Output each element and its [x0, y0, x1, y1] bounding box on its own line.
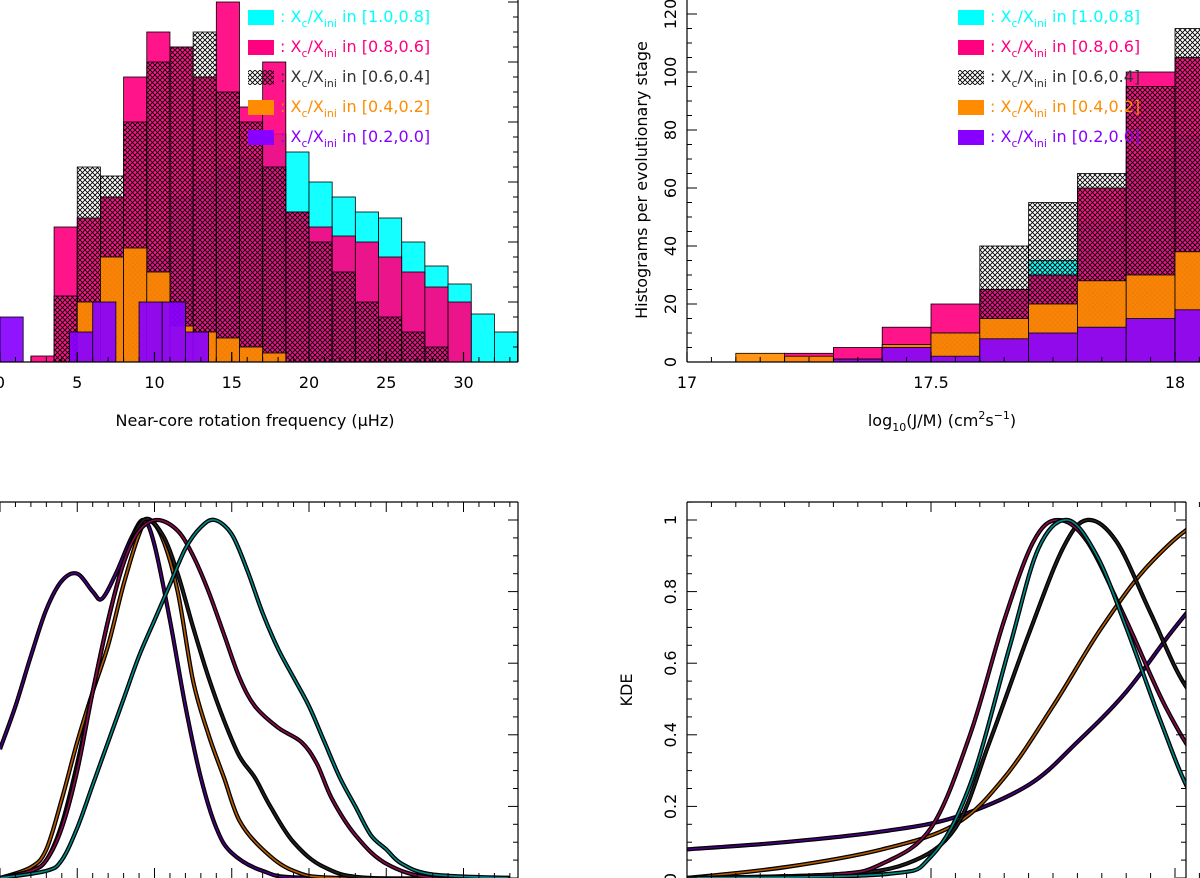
legend-swatch-jm-s02	[958, 130, 984, 145]
x-tick-label-jm-1: 17.5	[913, 373, 949, 392]
y-tick-label-jm-3: 60	[661, 178, 680, 198]
legend-label-jm-s02: : Xc/Xini in [0.2,0.0]	[990, 127, 1140, 150]
legend-swatch-jm-s06	[958, 70, 984, 85]
bar-rot-s02-0	[0, 316, 24, 362]
y-tick-label-jm-4: 80	[661, 120, 680, 140]
x-tick-label-rot-6: 30	[453, 373, 473, 392]
legend-label-rot-s06: : Xc/Xini in [0.6,0.4]	[280, 67, 430, 90]
bar-jm-s02-10	[1174, 309, 1200, 362]
bar-rot-s10-22	[587, 359, 610, 362]
legend-swatch-jm-s04	[958, 100, 984, 115]
kde-line-rot-kde08	[0, 519, 510, 878]
y-tick-label-jm-1: 20	[661, 294, 680, 314]
panel-rotation-histogram: 051015202530 : Xc/Xini in [1.0,0.8]: Xc/…	[0, 0, 610, 430]
x-tick-label-rot-2: 10	[144, 373, 164, 392]
y-tick-label-kde-0: 0	[661, 873, 680, 878]
bar-rot-s02-7	[161, 301, 186, 362]
bar-rot-s02-4	[92, 301, 117, 362]
legend-label-jm-s10: : Xc/Xini in [1.0,0.8]	[990, 7, 1140, 30]
bar-rot-s04-6	[215, 337, 240, 362]
bar-rot-s06-12	[331, 271, 356, 362]
y-tick-label-jm-0: 0	[661, 357, 680, 367]
bar-rot-s10-20	[541, 353, 564, 362]
legend-rotation: : Xc/Xini in [1.0,0.8] : Xc/Xini in [0.8,…	[248, 7, 430, 150]
legend-label-rot-s04: : Xc/Xini in [0.4,0.2]	[280, 97, 430, 120]
legend-swatch-rot-s08	[248, 40, 274, 55]
legend-label-jm-s04: : Xc/Xini in [0.4,0.2]	[990, 97, 1140, 120]
y-tick-label-kde-2: 0.4	[661, 722, 680, 747]
legend-label-rot-s02: : Xc/Xini in [0.2,0.0]	[280, 127, 430, 150]
legend-swatch-rot-s10	[248, 10, 274, 25]
legend-label-jm-s08: : Xc/Xini in [0.8,0.6]	[990, 37, 1140, 60]
bar-rot-s06-6	[192, 31, 217, 362]
kde-line-rot-kde10	[0, 518, 510, 878]
legend-swatch-rot-s06	[248, 70, 274, 85]
kde-outline-jm-kde06	[687, 517, 1186, 878]
bar-rot-s06-16	[424, 346, 449, 362]
bar-rot-s02-6	[138, 301, 163, 362]
bar-rot-s04-8	[262, 352, 287, 362]
kde-line-jm-kde10	[687, 519, 1186, 878]
kde-line-jm-kde04	[687, 529, 1186, 878]
x-tick-label-jm-0: 17	[677, 373, 697, 392]
bar-rot-s04-7	[239, 346, 264, 362]
legend-swatch-rot-s02	[248, 130, 274, 145]
bar-rot-s06-9	[262, 166, 287, 362]
x-tick-label-jm-2: 18	[1165, 373, 1185, 392]
bar-rot-s06-11	[308, 241, 333, 362]
bar-rot-s02-3	[69, 331, 94, 362]
bar-jm-s02-9	[1125, 318, 1176, 362]
x-tick-label-rot-1: 5	[72, 373, 82, 392]
bar-rot-s06-10	[285, 211, 310, 362]
legend-label-jm-s06: : Xc/Xini in [0.6,0.4]	[990, 67, 1140, 90]
x-axis-label-rotation: Near-core rotation frequency (μHz)	[116, 411, 395, 430]
legend-label-rot-s10: : Xc/Xini in [1.0,0.8]	[280, 7, 430, 30]
legend-swatch-jm-s10	[958, 10, 984, 25]
y-tick-label-kde-4: 0.8	[661, 579, 680, 604]
bar-rot-s08-18	[447, 301, 472, 362]
legend-label-rot-s08: : Xc/Xini in [0.8,0.6]	[280, 37, 430, 60]
x-tick-label-rot-3: 15	[222, 373, 242, 392]
panel-rotation-kde	[0, 501, 519, 878]
legend-angmom: : Xc/Xini in [1.0,0.8] : Xc/Xini in [0.8,…	[958, 7, 1140, 150]
x-tick-label-rot-4: 20	[299, 373, 319, 392]
bar-rot-s02-8	[184, 331, 209, 362]
kde-outline-jm-kde10	[687, 517, 1186, 878]
legend-swatch-jm-s08	[958, 40, 984, 55]
bar-rot-s06-13	[354, 301, 379, 362]
bar-rot-s08-0	[30, 355, 55, 362]
y-axis-label-histograms: Histograms per evolutionary stage	[632, 41, 651, 319]
y-tick-label-kde-5: 1	[661, 515, 680, 525]
legend-swatch-rot-s04	[248, 100, 274, 115]
kde-line-jm-kde08	[687, 519, 1186, 878]
kde-line-jm-kde02	[687, 612, 1186, 851]
bar-jm-s02-8	[1077, 326, 1127, 362]
x-tick-label-rot-5: 25	[376, 373, 396, 392]
y-tick-label-jm-6: 120	[661, 0, 680, 29]
y-tick-label-kde-3: 0.6	[661, 650, 680, 675]
y-tick-label-jm-2: 40	[661, 236, 680, 256]
x-tick-label-rot-0: 0	[0, 373, 5, 392]
kde-line-jm-kde06	[687, 519, 1186, 878]
bar-rot-s06-15	[401, 331, 426, 362]
y-tick-label-kde-1: 0.2	[661, 794, 680, 819]
y-tick-label-jm-5: 100	[661, 57, 680, 88]
kde-outline-jm-kde08	[687, 517, 1186, 878]
x-axis-label-angmom: log10(J/M) (cm2s−1)	[868, 409, 1016, 434]
bar-rot-s10-19	[517, 343, 518, 362]
bar-rot-s06-14	[378, 316, 403, 362]
bar-rot-s06-7	[215, 91, 240, 362]
panel-angmom-kde: 0 0.2 0.4 0.6 0.8 1 KDE	[617, 501, 1200, 878]
bar-rot-s10-17	[470, 313, 495, 362]
y-axis-label-kde: KDE	[617, 674, 636, 707]
bar-rot-s06-8	[239, 121, 264, 362]
